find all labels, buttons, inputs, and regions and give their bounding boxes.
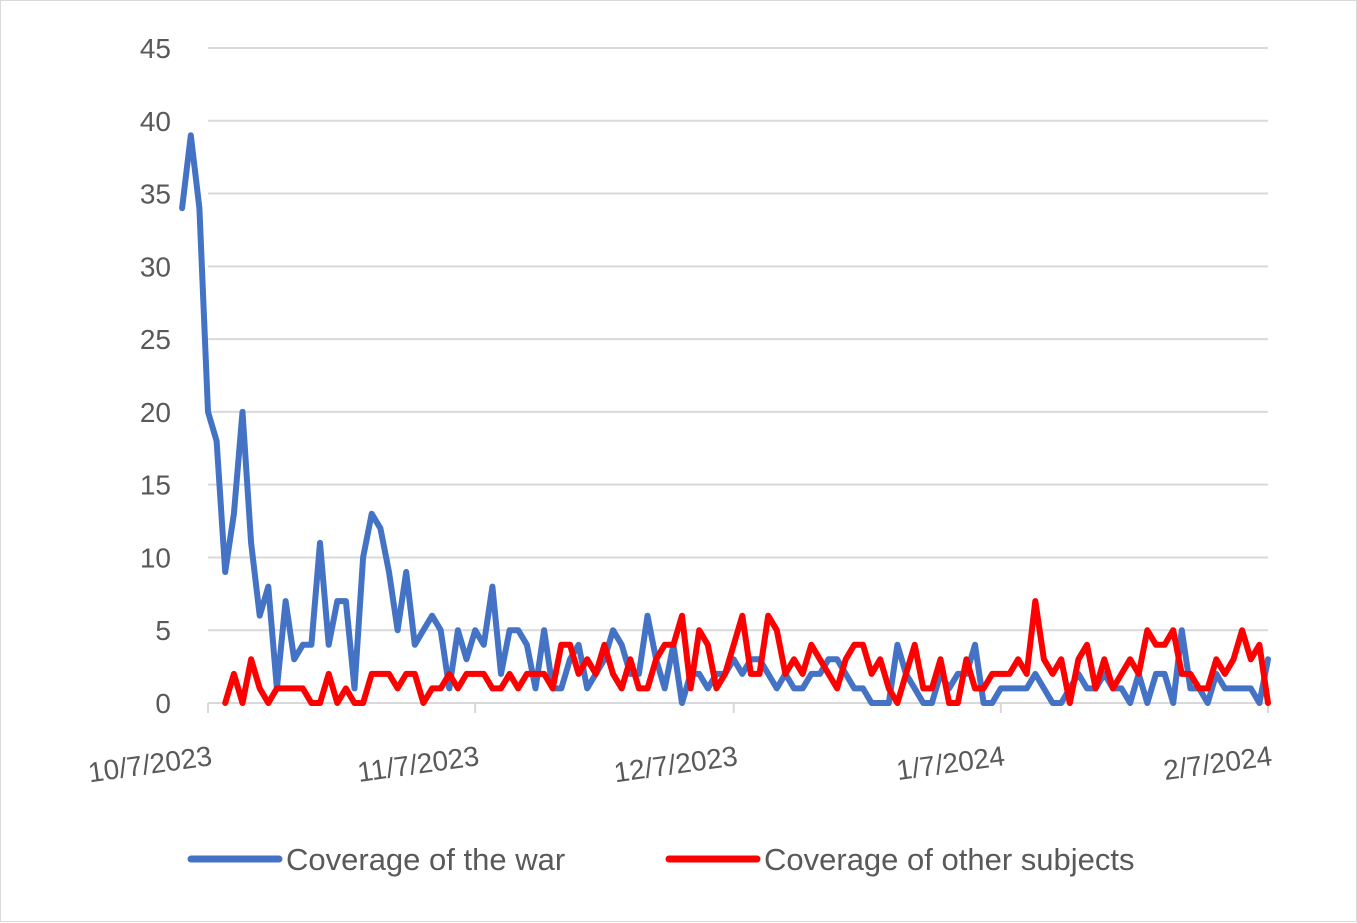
x-tick-label: 12/7/2023: [612, 740, 740, 788]
legend-label: Coverage of the war: [286, 842, 565, 877]
y-axis: 0 5 10 15 20 25 30 35 40 45: [140, 33, 171, 719]
y-tick-label: 15: [140, 470, 171, 501]
x-tick-label: 2/7/2024: [1162, 740, 1274, 786]
series-lines: [179, 132, 1271, 706]
x-tick-label: 1/7/2024: [894, 740, 1006, 786]
x-tick-label: 11/7/2023: [355, 740, 481, 788]
series-line-2: [222, 598, 1271, 706]
y-tick-label: 45: [140, 33, 171, 64]
y-tick-label: 0: [155, 688, 171, 719]
legend-label: Coverage of other subjects: [764, 842, 1135, 877]
y-tick-label: 20: [140, 397, 171, 428]
x-tick-label: 10/7/2023: [86, 740, 214, 788]
y-tick-label: 25: [140, 324, 171, 355]
legend: Coverage of the war Coverage of other sub…: [187, 842, 1135, 877]
y-tick-label: 35: [140, 179, 171, 210]
y-tick-label: 5: [155, 615, 171, 646]
y-tick-label: 10: [140, 542, 171, 573]
y-tick-label: 40: [140, 106, 171, 137]
y-tick-label: 30: [140, 251, 171, 282]
series-line-1: [179, 132, 1271, 706]
x-axis: 10/7/2023 11/7/2023 12/7/2023 1/7/2024 2/7/2…: [86, 702, 1274, 788]
